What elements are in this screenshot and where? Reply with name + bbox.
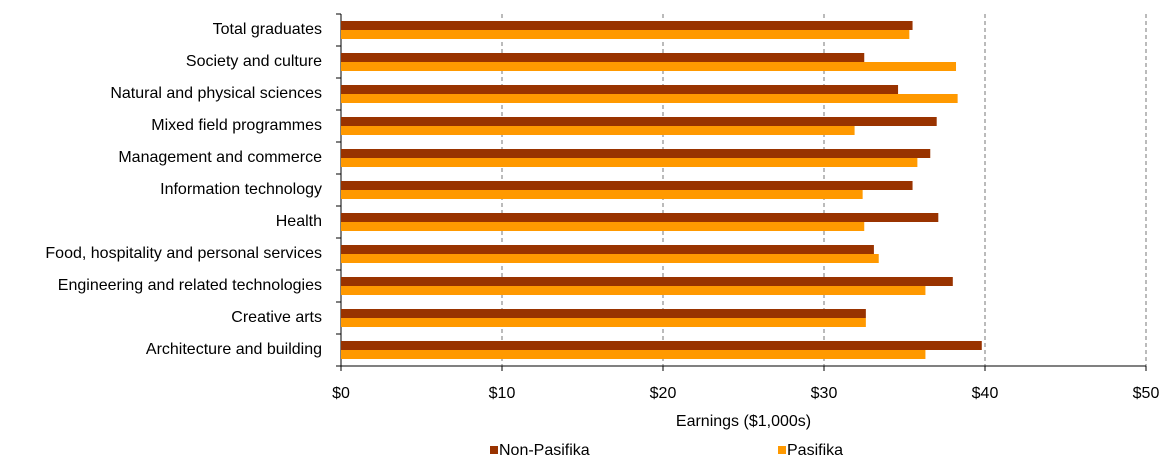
bar bbox=[341, 53, 865, 62]
y-tick-label: Architecture and building bbox=[146, 341, 322, 358]
x-tick-label: $10 bbox=[489, 385, 516, 402]
bar bbox=[341, 309, 866, 318]
legend-label: Non-Pasifika bbox=[499, 442, 590, 459]
y-tick-label: Total graduates bbox=[213, 21, 322, 38]
bar bbox=[341, 21, 913, 30]
y-tick-label: Engineering and related technologies bbox=[58, 277, 322, 294]
bar bbox=[341, 213, 939, 222]
x-tick-label: $40 bbox=[972, 385, 999, 402]
bar bbox=[341, 94, 958, 103]
bar bbox=[341, 190, 863, 199]
bar bbox=[341, 181, 913, 190]
y-tick-label: Health bbox=[276, 213, 322, 230]
x-tick-label: $0 bbox=[332, 385, 350, 402]
bar bbox=[341, 149, 931, 158]
x-tick-label: $50 bbox=[1133, 385, 1160, 402]
y-tick-label: Mixed field programmes bbox=[151, 117, 322, 134]
x-tick-label: $30 bbox=[811, 385, 838, 402]
y-tick-label: Food, hospitality and personal services bbox=[45, 245, 322, 262]
y-tick-label: Creative arts bbox=[231, 309, 322, 326]
bar bbox=[341, 62, 957, 71]
bar bbox=[341, 350, 926, 359]
bar bbox=[341, 85, 899, 94]
bar bbox=[341, 126, 855, 135]
bar bbox=[341, 117, 937, 126]
legend-swatch bbox=[490, 446, 498, 454]
x-axis-label: Earnings ($1,000s) bbox=[676, 413, 811, 430]
bar bbox=[341, 254, 879, 263]
bar bbox=[341, 30, 910, 39]
bar bbox=[341, 158, 918, 167]
legend-swatch bbox=[778, 446, 786, 454]
y-tick-label: Information technology bbox=[160, 181, 322, 198]
bar bbox=[341, 341, 982, 350]
x-tick-label: $20 bbox=[650, 385, 677, 402]
bar bbox=[341, 286, 926, 295]
legend-label: Pasifika bbox=[787, 442, 843, 459]
y-tick-label: Natural and physical sciences bbox=[110, 85, 322, 102]
bar bbox=[341, 277, 953, 286]
y-tick-label: Society and culture bbox=[186, 53, 322, 70]
bar bbox=[341, 318, 866, 327]
bar bbox=[341, 245, 874, 254]
bar bbox=[341, 222, 865, 231]
y-tick-label: Management and commerce bbox=[118, 149, 322, 166]
